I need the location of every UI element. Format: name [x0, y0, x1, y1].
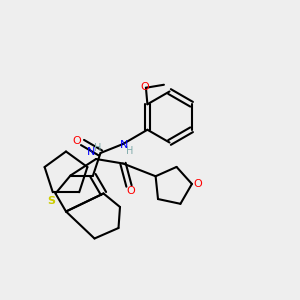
- Text: S: S: [47, 196, 55, 206]
- Text: N: N: [120, 140, 129, 151]
- Text: H: H: [94, 142, 101, 153]
- Text: N: N: [87, 147, 96, 158]
- Text: O: O: [126, 186, 135, 197]
- Text: O: O: [140, 82, 149, 92]
- Text: H: H: [126, 146, 133, 156]
- Text: O: O: [193, 179, 202, 189]
- Text: O: O: [73, 136, 82, 146]
